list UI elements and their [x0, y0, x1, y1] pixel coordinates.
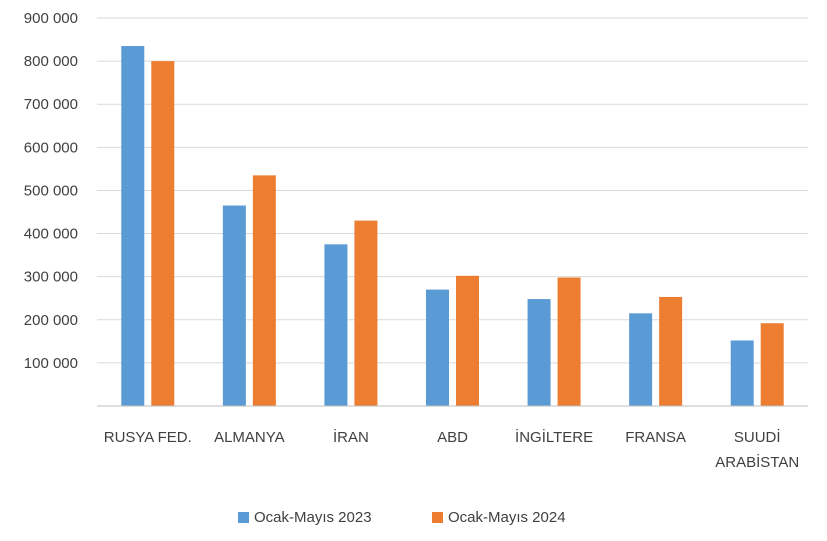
bar-2023: [730, 340, 754, 406]
y-tick-label: 600 000: [24, 139, 78, 156]
x-category-label: FRANSA: [625, 429, 686, 446]
y-tick-label: 400 000: [24, 226, 78, 243]
bar-2023: [527, 299, 551, 406]
bar-2024: [354, 220, 378, 406]
bar-2024: [252, 175, 276, 406]
x-axis-category-labels: RUSYA FED. ALMANYA İRAN ABD İNGİLTERE FRANSA S…: [104, 428, 799, 471]
bar-2023: [121, 46, 145, 407]
gridlines: [97, 17, 808, 364]
bar-2024: [659, 296, 683, 406]
y-axis-tick-labels: 100 000 200 000 300 000 400 000 500 000 600 0…: [24, 10, 78, 372]
x-category-label: SUUDİ: [734, 428, 781, 446]
bar-2024: [151, 61, 175, 406]
x-category-label: RUSYA FED.: [104, 429, 192, 446]
y-tick-label: 500 000: [24, 182, 78, 199]
bar-2023: [426, 289, 449, 406]
bar-2024: [456, 275, 479, 406]
x-category-label: İNGİLTERE: [515, 428, 593, 446]
bar-2023: [324, 244, 348, 406]
y-tick-label: 900 000: [24, 10, 78, 27]
y-tick-label: 300 000: [24, 269, 78, 286]
legend-swatch: [432, 512, 443, 523]
bar-2023: [222, 205, 246, 406]
x-category-label: ABD: [437, 429, 468, 446]
bars: [121, 46, 784, 407]
legend: Ocak-Mayıs 2023 Ocak-Mayıs 2024: [238, 509, 566, 526]
x-category-label: İRAN: [333, 428, 369, 446]
y-tick-label: 800 000: [24, 53, 78, 70]
y-tick-label: 700 000: [24, 96, 78, 113]
x-category-label: ARABİSTAN: [715, 453, 799, 471]
legend-swatch: [238, 512, 249, 523]
legend-label: Ocak-Mayıs 2023: [254, 509, 372, 526]
bar-2024: [760, 323, 784, 406]
y-tick-label: 200 000: [24, 312, 78, 329]
y-tick-label: 100 000: [24, 355, 78, 372]
bar-2023: [629, 313, 653, 406]
bar-2024: [557, 277, 581, 406]
x-category-label: ALMANYA: [214, 429, 285, 446]
legend-label: Ocak-Mayıs 2024: [448, 509, 566, 526]
